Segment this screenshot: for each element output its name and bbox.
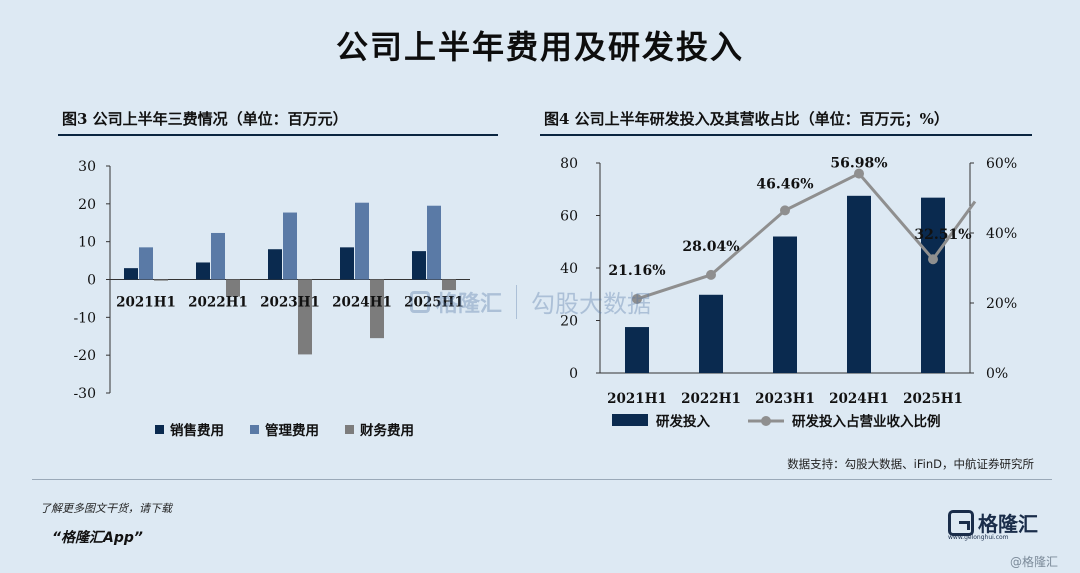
chart4-data-label: 56.98%	[830, 156, 887, 172]
chart4-y-tick-label-left: 20	[560, 314, 578, 330]
chart4-data-label: 46.46%	[756, 176, 813, 192]
chart3-x-label: 2021H1	[116, 295, 176, 311]
chart3-bar	[370, 279, 384, 339]
chart4-bar	[625, 327, 649, 373]
chart4-title: 图4 公司上半年研发投入及其营收占比（单位：百万元；%）	[544, 110, 949, 128]
chart3-bar	[139, 247, 153, 280]
chart3-bar	[154, 279, 168, 281]
chart3-bar	[268, 249, 282, 280]
chart4-x-label: 2023H1	[755, 391, 815, 407]
chart4-x-label: 2022H1	[681, 391, 741, 407]
chart3-x-label: 2024H1	[332, 295, 392, 311]
chart4-y-tick-label-left: 0	[569, 366, 578, 382]
chart3-bar	[442, 279, 456, 291]
chart4-line-point	[632, 293, 642, 304]
chart3-bar	[355, 202, 369, 280]
chart4-y-tick-label-left: 80	[560, 156, 578, 172]
chart3-bar	[196, 262, 210, 280]
watermark-sub: 勾股大数据	[531, 290, 652, 318]
chart4-legend-bar-swatch	[612, 414, 648, 426]
chart4-y-tick-label-right: 20%	[986, 296, 1017, 312]
chart3-y-tick-label: 30	[78, 159, 96, 175]
promo-line-2: “格隆汇App”	[52, 530, 143, 546]
chart3-y-tick-label: -30	[73, 386, 96, 402]
watermark-brand: 格隆汇	[436, 291, 503, 317]
chart3-bar	[340, 247, 354, 280]
chart3-y-tick-label: 10	[78, 235, 96, 251]
chart4-bar	[921, 197, 945, 373]
chart3-bar	[124, 268, 138, 280]
chart4-y-tick-label-left: 40	[560, 261, 578, 277]
chart4-y-tick-label-left: 60	[560, 209, 578, 225]
chart4-y-tick-label-right: 0%	[986, 366, 1008, 382]
chart4-bar	[773, 236, 797, 373]
page-title: 公司上半年费用及研发投入	[335, 28, 744, 66]
chart3-x-label: 2022H1	[188, 295, 248, 311]
chart4-legend-bar-label: 研发投入	[656, 413, 710, 430]
chart3-legend-label: 财务费用	[359, 422, 414, 439]
brand-logo: 格隆汇	[948, 508, 1038, 537]
chart4-line-tail	[931, 200, 977, 261]
chart3-y-tick-label: 20	[78, 197, 96, 213]
chart3-bar	[283, 212, 297, 280]
chart3-bar	[427, 205, 441, 280]
chart3-title: 图3 公司上半年三费情况（单位：百万元）	[62, 110, 348, 128]
chart3-bar	[211, 232, 225, 280]
chart3-legend-label: 管理费用	[265, 422, 319, 439]
chart4-data-label: 28.04%	[682, 239, 739, 255]
watermark: 格隆汇 勾股大数据	[410, 284, 651, 319]
chart4-x-label: 2021H1	[607, 391, 667, 407]
chart3-bar	[226, 279, 240, 297]
brand-url: www.gelonghui.com	[948, 534, 1009, 541]
watermark-divider	[516, 284, 518, 319]
chart3-y-tick-label: 0	[87, 273, 96, 289]
chart4-line-point	[928, 254, 938, 265]
chart4-title-rule	[540, 134, 1032, 136]
chart4-x-label: 2025H1	[903, 391, 963, 407]
chart4-legend-line-marker	[761, 416, 771, 426]
chart4-legend-line-label: 研发投入占营业收入比例	[792, 413, 941, 430]
chart4-x-label: 2024H1	[829, 391, 889, 407]
chart4-line-point	[706, 269, 716, 280]
promo-line-1: 了解更多图文干货，请下载	[40, 502, 172, 515]
chart4-plot: 80 60 40 20 0 60% 40% 20% 0% 2021H1 2022H1 2023H1 20…	[560, 156, 1017, 430]
chart4-data-label: 21.16%	[608, 263, 665, 279]
watermark-logo-icon	[410, 290, 430, 313]
chart3-plot: 30 20 10 0 -10 -20 -30 2021H1 2022H1 2023H1 2024H1…	[73, 159, 470, 439]
brand-name: 格隆汇	[978, 512, 1038, 536]
chart3-y-tick-label: -20	[73, 348, 96, 364]
chart3-legend-swatch	[155, 425, 164, 434]
chart3-x-label: 2025H1	[404, 295, 464, 311]
chart4-line-point	[780, 205, 790, 216]
footer-divider	[32, 479, 1052, 480]
brand-logo-icon	[948, 509, 974, 536]
chart4-y-tick-label-right: 60%	[986, 156, 1017, 172]
data-source: 数据支持：勾股大数据、iFinD，中航证券研究所	[787, 457, 1034, 471]
chart4-line-point	[854, 168, 864, 179]
chart3-title-rule	[58, 134, 498, 136]
chart4-data-label: 32.51%	[914, 227, 971, 243]
chart3-x-label: 2023H1	[260, 295, 320, 311]
chart4-bar	[847, 195, 871, 373]
corner-watermark: @格隆汇	[1010, 555, 1059, 569]
chart3-bar	[412, 251, 426, 280]
chart4-y-tick-label-right: 40%	[986, 226, 1017, 242]
chart4-bar	[699, 294, 723, 373]
chart3-legend-swatch	[250, 425, 259, 434]
chart3-bar	[298, 279, 312, 355]
chart3-legend-label: 销售费用	[170, 422, 224, 439]
chart3-legend-swatch	[345, 425, 354, 434]
chart3-y-tick-label: -10	[73, 310, 96, 326]
